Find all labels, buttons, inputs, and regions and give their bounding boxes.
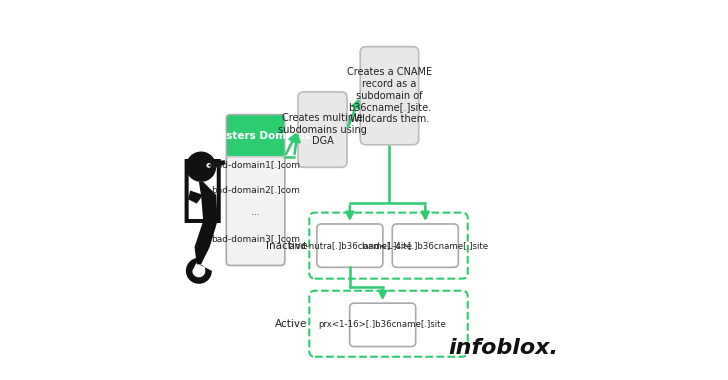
Text: bad-domain2[.]com: bad-domain2[.]com xyxy=(211,185,300,195)
Text: Registers Domains: Registers Domains xyxy=(200,131,311,141)
Text: Inactive: Inactive xyxy=(266,241,307,251)
FancyBboxPatch shape xyxy=(317,224,383,268)
FancyBboxPatch shape xyxy=(226,114,285,157)
Text: 🌊: 🌊 xyxy=(199,189,200,191)
Circle shape xyxy=(205,162,213,169)
FancyBboxPatch shape xyxy=(349,303,416,347)
FancyBboxPatch shape xyxy=(360,47,419,145)
Text: Creates multiple
subdomains using
DGA: Creates multiple subdomains using DGA xyxy=(278,113,367,146)
Text: bad-domain3[.]com: bad-domain3[.]com xyxy=(211,234,300,243)
Circle shape xyxy=(208,164,211,167)
Text: bad-domain1[.]com: bad-domain1[.]com xyxy=(211,160,300,169)
Text: land<1-4>[.]b36cname[.]site: land<1-4>[.]b36cname[.]site xyxy=(362,241,489,250)
Text: infoblox.: infoblox. xyxy=(448,339,558,358)
Circle shape xyxy=(186,152,216,182)
Text: ...: ... xyxy=(251,208,260,217)
Text: Creates a CNAME
record as a
subdomain of
b36cname[.]site.
Wildcards them.: Creates a CNAME record as a subdomain of… xyxy=(347,68,432,124)
Polygon shape xyxy=(194,182,218,264)
FancyBboxPatch shape xyxy=(226,157,285,266)
Text: land-nutra[.]b36cname[.]site: land-nutra[.]b36cname[.]site xyxy=(288,241,412,250)
Polygon shape xyxy=(186,258,212,284)
Polygon shape xyxy=(188,190,203,204)
Text: Active: Active xyxy=(275,319,307,329)
FancyBboxPatch shape xyxy=(298,92,347,167)
FancyBboxPatch shape xyxy=(392,224,459,268)
Text: 🐴: 🐴 xyxy=(180,155,223,225)
Polygon shape xyxy=(201,160,225,171)
Text: prx<1-16>[.]b36cname[.]site: prx<1-16>[.]b36cname[.]site xyxy=(319,320,446,329)
